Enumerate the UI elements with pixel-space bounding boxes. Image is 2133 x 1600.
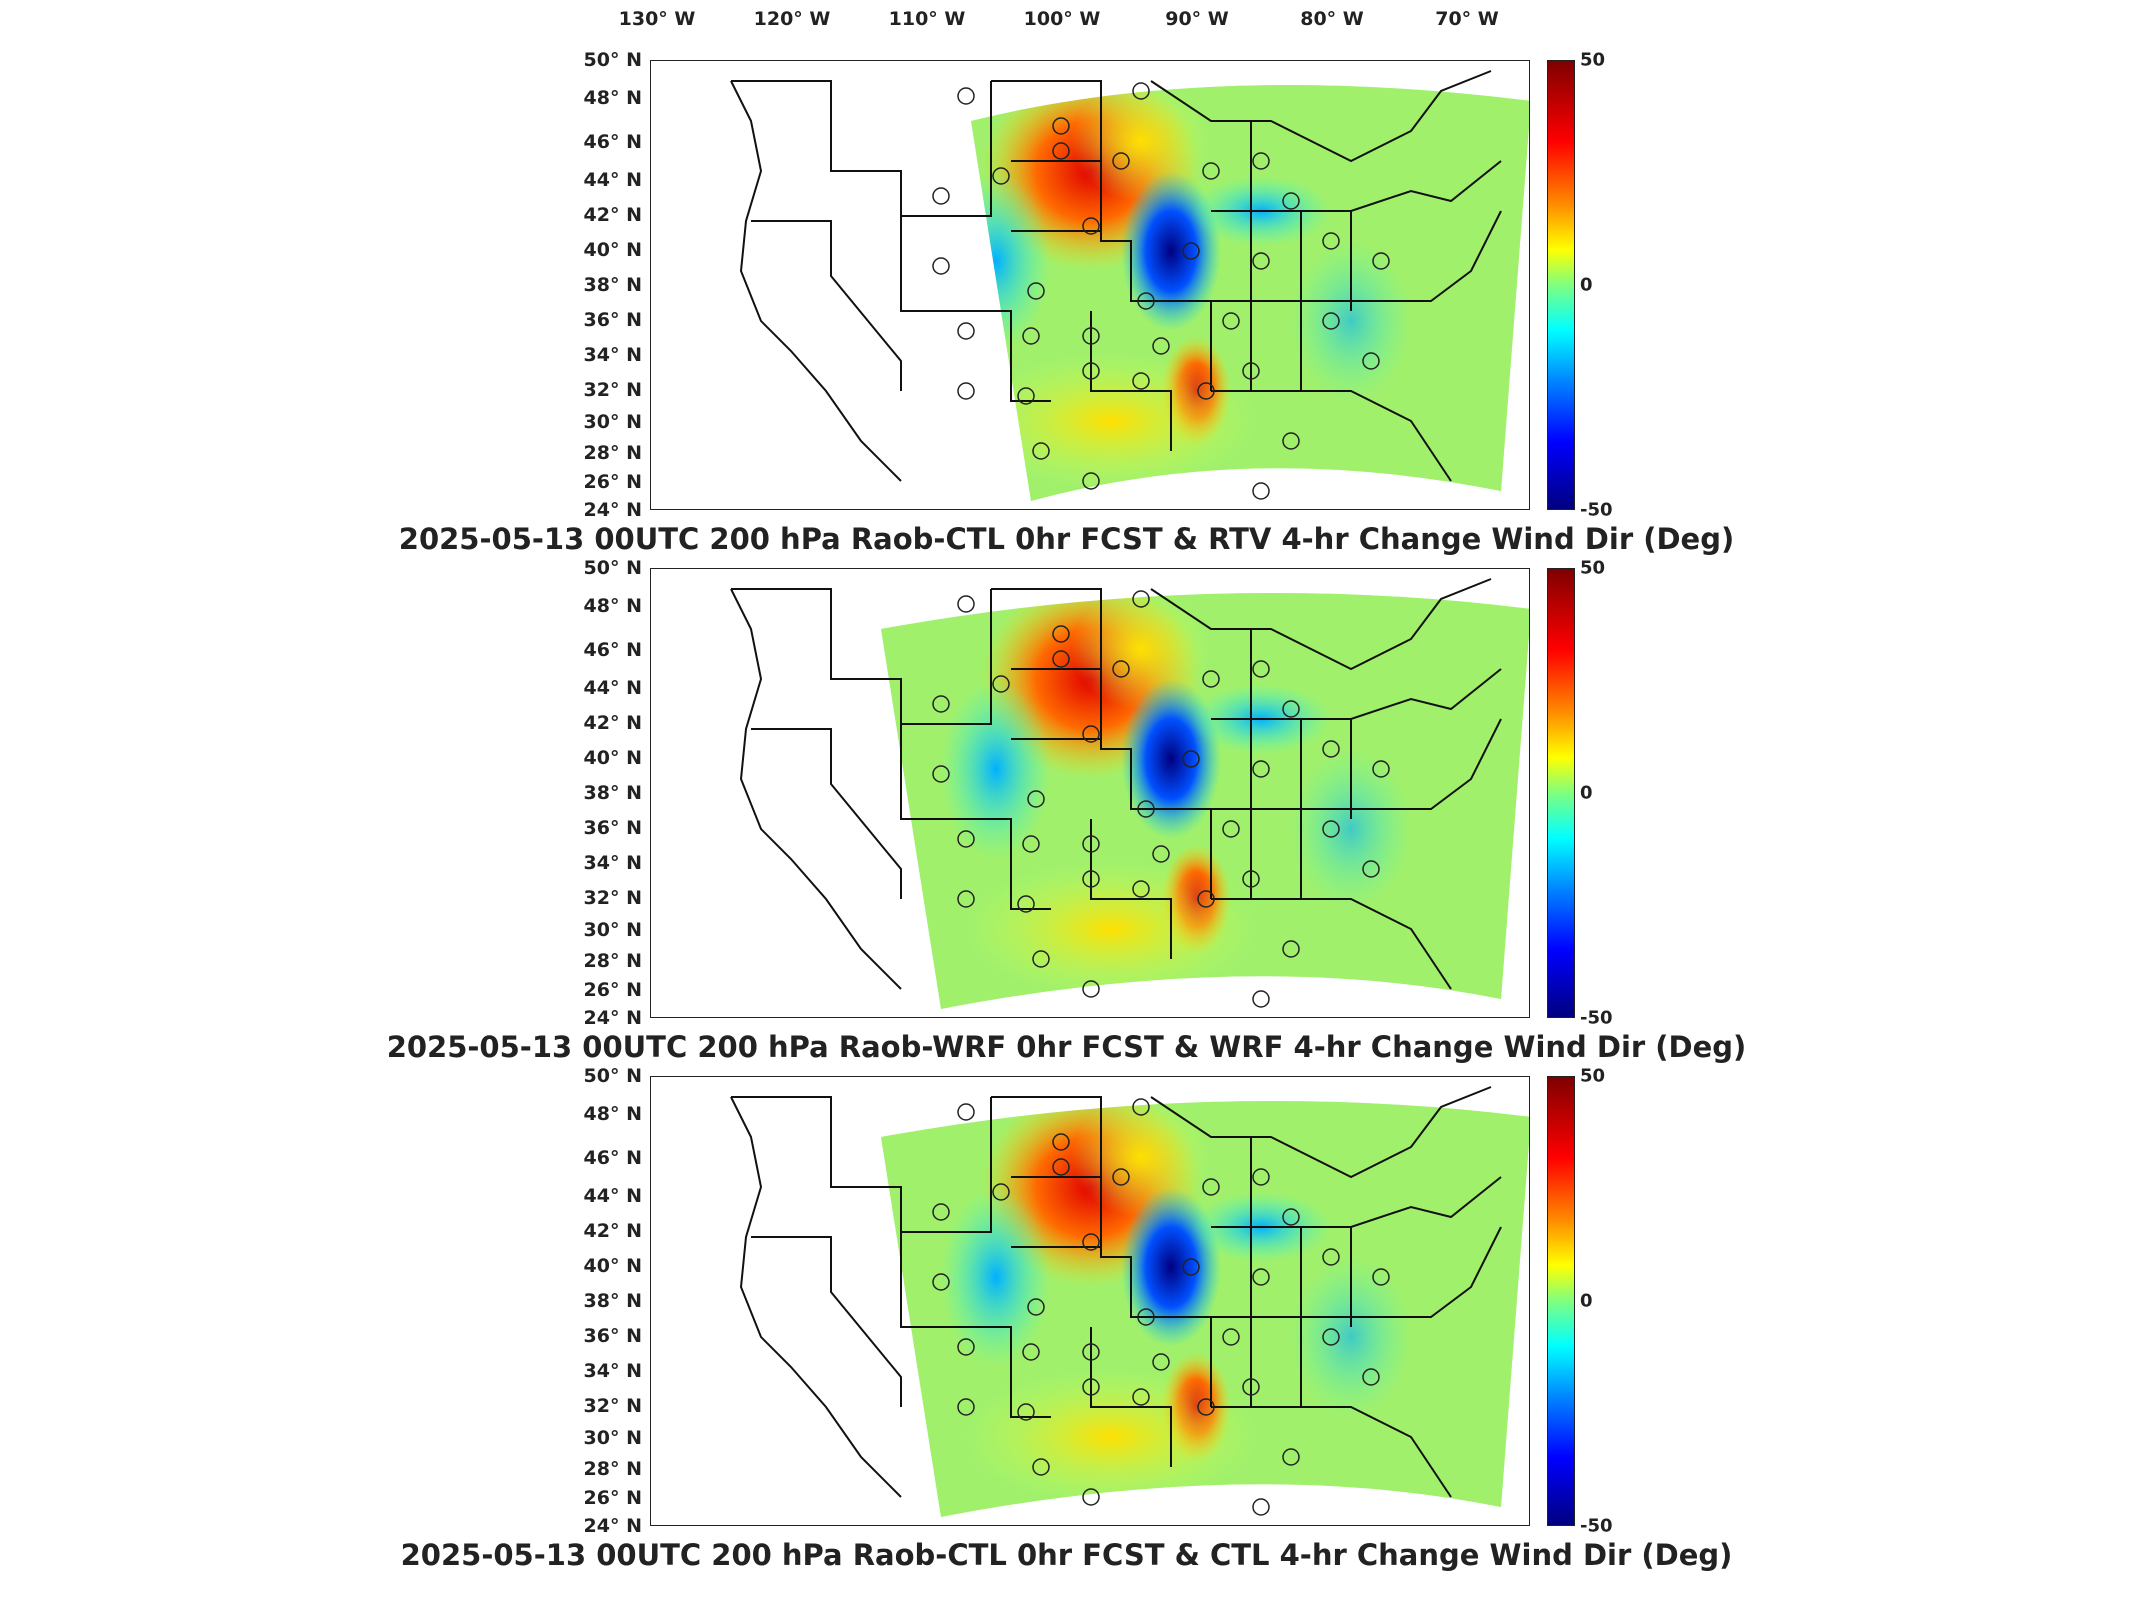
lat-tick: 24° N [583, 1515, 642, 1537]
lat-tick: 48° N [583, 595, 642, 617]
colorbar-tick: 50 [1580, 557, 1606, 579]
lat-tick: 48° N [583, 87, 642, 109]
lat-tick: 24° N [583, 1007, 642, 1029]
colorbar-tick: 0 [1580, 274, 1593, 296]
lat-tick: 30° N [583, 411, 642, 433]
lat-tick: 44° N [583, 1185, 642, 1207]
lat-tick: 44° N [583, 169, 642, 191]
lat-tick: 38° N [583, 1290, 642, 1312]
colorbar-tick: 50 [1580, 49, 1606, 71]
lon-tick: 100° W [1023, 8, 1101, 30]
lat-tick: 28° N [583, 1458, 642, 1480]
lat-tick: 28° N [583, 950, 642, 972]
map-panel: 50° N 48° N 46° N 44° N 42° N 40° N 38° N 36° N… [0, 0, 2133, 556]
lat-tick: 32° N [583, 887, 642, 909]
lat-tick: 24° N [583, 499, 642, 521]
lat-tick: 32° N [583, 379, 642, 401]
lat-tick: 26° N [583, 471, 642, 493]
lat-tick: 38° N [583, 782, 642, 804]
map-panel: 50° N 48° N 46° N 44° N 42° N 40° N 38° N 36° N… [0, 1016, 2133, 1572]
lon-tick: 110° W [888, 8, 966, 30]
lat-tick: 34° N [583, 852, 642, 874]
lat-tick: 40° N [583, 747, 642, 769]
lat-tick: 28° N [583, 442, 642, 464]
lon-tick: 70° W [1435, 8, 1499, 30]
colorbar-tick: -50 [1580, 1515, 1613, 1537]
lat-tick: 38° N [583, 274, 642, 296]
lat-tick: 30° N [583, 1427, 642, 1449]
lat-tick: 46° N [583, 1147, 642, 1169]
lat-tick: 26° N [583, 1487, 642, 1509]
lon-tick: 130° W [618, 8, 696, 30]
lat-tick: 42° N [583, 712, 642, 734]
lat-tick: 46° N [583, 639, 642, 661]
colorbar [1547, 60, 1575, 510]
lat-tick: 26° N [583, 979, 642, 1001]
lon-tick: 120° W [753, 8, 831, 30]
heatmap-frame [650, 60, 1530, 510]
colorbar [1547, 568, 1575, 1018]
lat-tick: 32° N [583, 1395, 642, 1417]
panel-title: 2025-05-13 00UTC 200 hPa Raob-CTL 0hr FC… [400, 1538, 1733, 1572]
colorbar [1547, 1076, 1575, 1526]
colorbar-tick: -50 [1580, 499, 1613, 521]
panel-title: 2025-05-13 00UTC 200 hPa Raob-CTL 0hr FC… [398, 522, 1735, 556]
lat-tick: 34° N [583, 1360, 642, 1382]
lat-tick: 44° N [583, 677, 642, 699]
map-panel: 50° N 48° N 46° N 44° N 42° N 40° N 38° N 36° N… [0, 508, 2133, 1064]
lat-tick: 40° N [583, 239, 642, 261]
heatmap-frame [650, 1076, 1530, 1526]
lat-tick: 46° N [583, 131, 642, 153]
lat-tick: 42° N [583, 204, 642, 226]
lat-tick: 50° N [583, 1065, 642, 1087]
lon-tick: 90° W [1165, 8, 1229, 30]
lat-tick: 40° N [583, 1255, 642, 1277]
lat-tick: 42° N [583, 1220, 642, 1242]
lon-tick: 80° W [1300, 8, 1364, 30]
colorbar-tick: 0 [1580, 1290, 1593, 1312]
colorbar-tick: 50 [1580, 1065, 1606, 1087]
colorbar-tick: 0 [1580, 782, 1593, 804]
lat-tick: 36° N [583, 1325, 642, 1347]
lat-tick: 50° N [583, 49, 642, 71]
lat-tick: 48° N [583, 1103, 642, 1125]
lat-tick: 30° N [583, 919, 642, 941]
colorbar-tick: -50 [1580, 1007, 1613, 1029]
lat-tick: 36° N [583, 309, 642, 331]
lat-tick: 36° N [583, 817, 642, 839]
lat-tick: 50° N [583, 557, 642, 579]
heatmap-frame [650, 568, 1530, 1018]
panel-title: 2025-05-13 00UTC 200 hPa Raob-WRF 0hr FC… [386, 1030, 1747, 1064]
lat-tick: 34° N [583, 344, 642, 366]
